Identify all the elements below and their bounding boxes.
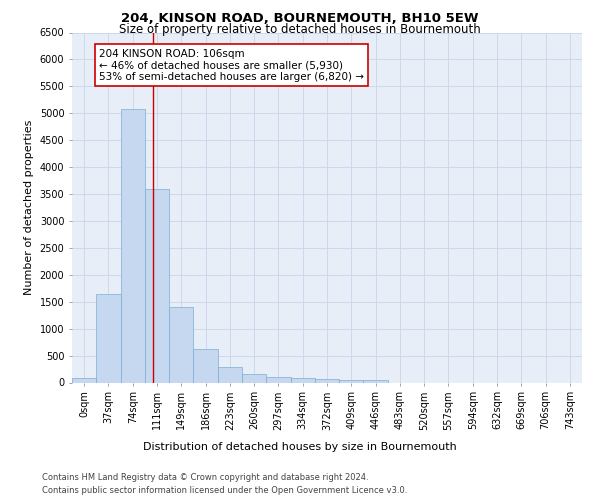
Text: Size of property relative to detached houses in Bournemouth: Size of property relative to detached ho… xyxy=(119,22,481,36)
Bar xyxy=(121,109,145,382)
Bar xyxy=(218,366,242,382)
Text: Contains HM Land Registry data © Crown copyright and database right 2024.: Contains HM Land Registry data © Crown c… xyxy=(42,472,368,482)
Y-axis label: Number of detached properties: Number of detached properties xyxy=(24,120,34,295)
Bar xyxy=(72,378,96,382)
Bar xyxy=(193,349,218,382)
Text: 204, KINSON ROAD, BOURNEMOUTH, BH10 5EW: 204, KINSON ROAD, BOURNEMOUTH, BH10 5EW xyxy=(121,12,479,26)
Bar xyxy=(290,378,315,382)
Bar xyxy=(145,188,169,382)
Bar xyxy=(242,374,266,382)
Text: 204 KINSON ROAD: 106sqm
← 46% of detached houses are smaller (5,930)
53% of semi: 204 KINSON ROAD: 106sqm ← 46% of detache… xyxy=(99,48,364,82)
Bar xyxy=(169,306,193,382)
Bar xyxy=(96,294,121,382)
Text: Distribution of detached houses by size in Bournemouth: Distribution of detached houses by size … xyxy=(143,442,457,452)
Bar xyxy=(339,380,364,382)
Bar xyxy=(266,376,290,382)
Bar xyxy=(364,380,388,382)
Text: Contains public sector information licensed under the Open Government Licence v3: Contains public sector information licen… xyxy=(42,486,407,495)
Bar xyxy=(315,380,339,382)
